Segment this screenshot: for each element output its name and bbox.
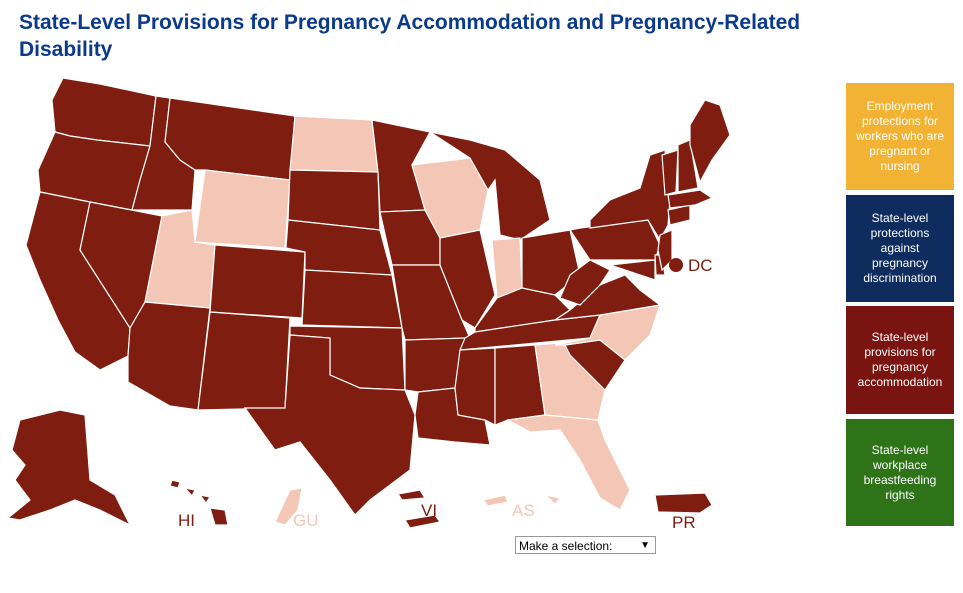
legend-pregnancy-accommodation[interactable]: State-level provisions for pregnancy acc…: [846, 306, 954, 414]
state-florida[interactable]: [506, 414, 631, 511]
state-indiana[interactable]: [491, 237, 523, 299]
as-label: AS: [512, 501, 535, 520]
us-map: [0, 70, 760, 540]
state-arizona[interactable]: [127, 301, 211, 411]
legend-employment-protections[interactable]: Employment protections for workers who a…: [846, 83, 954, 190]
state-massachusetts[interactable]: [667, 189, 714, 209]
map-svg: [6, 77, 731, 529]
territory-guam[interactable]: [274, 487, 303, 526]
caret-down-icon: ▼: [640, 540, 650, 551]
state-kansas[interactable]: [301, 269, 403, 329]
state-alaska[interactable]: [6, 409, 132, 527]
page-title: State-Level Provisions for Pregnancy Acc…: [19, 11, 801, 61]
state-texas[interactable]: [243, 334, 416, 516]
territory-virgin-islands[interactable]: [396, 489, 442, 529]
state-new-mexico[interactable]: [197, 311, 291, 411]
hi-label: HI: [178, 511, 195, 530]
gu-label: GU: [293, 511, 319, 530]
state-colorado[interactable]: [209, 244, 306, 319]
state-maine[interactable]: [689, 99, 731, 184]
state-pennsylvania[interactable]: [569, 219, 661, 261]
state-north-carolina[interactable]: [554, 304, 661, 361]
state-maryland[interactable]: [609, 259, 656, 281]
legend-employment-protections-label: Employment protections for workers who a…: [855, 99, 945, 173]
state-virginia[interactable]: [554, 274, 662, 321]
state-vermont[interactable]: [661, 149, 679, 196]
dc-marker[interactable]: [669, 258, 683, 272]
state-hawaii[interactable]: [169, 479, 229, 526]
legend-pregnancy-accommodation-label: State-level provisions for pregnancy acc…: [857, 330, 943, 389]
state-georgia[interactable]: [534, 341, 606, 421]
state-selection-dropdown[interactable]: Make a selection: ▼: [515, 536, 656, 554]
state-new-hampshire[interactable]: [677, 139, 699, 193]
legend-breastfeeding-rights[interactable]: State-level workplace breastfeeding righ…: [846, 419, 954, 526]
dropdown-selected-value: Make a selection:: [519, 539, 613, 553]
legend-pregnancy-discrimination[interactable]: State-level protections against pregnanc…: [846, 195, 954, 302]
dc-label: DC: [688, 256, 713, 275]
state-wyoming[interactable]: [194, 169, 291, 249]
territory-puerto-rico[interactable]: [654, 492, 713, 514]
legend-breastfeeding-rights-label: State-level workplace breastfeeding righ…: [863, 442, 937, 502]
state-new-jersey[interactable]: [657, 229, 673, 272]
vi-label: VI: [421, 501, 438, 520]
state-north-dakota[interactable]: [289, 115, 379, 173]
territory-american-samoa[interactable]: [481, 493, 562, 507]
pr-label: PR: [672, 513, 696, 532]
state-mississippi[interactable]: [454, 347, 496, 426]
legend-pregnancy-discrimination-label: State-level protections against pregnanc…: [863, 211, 937, 285]
